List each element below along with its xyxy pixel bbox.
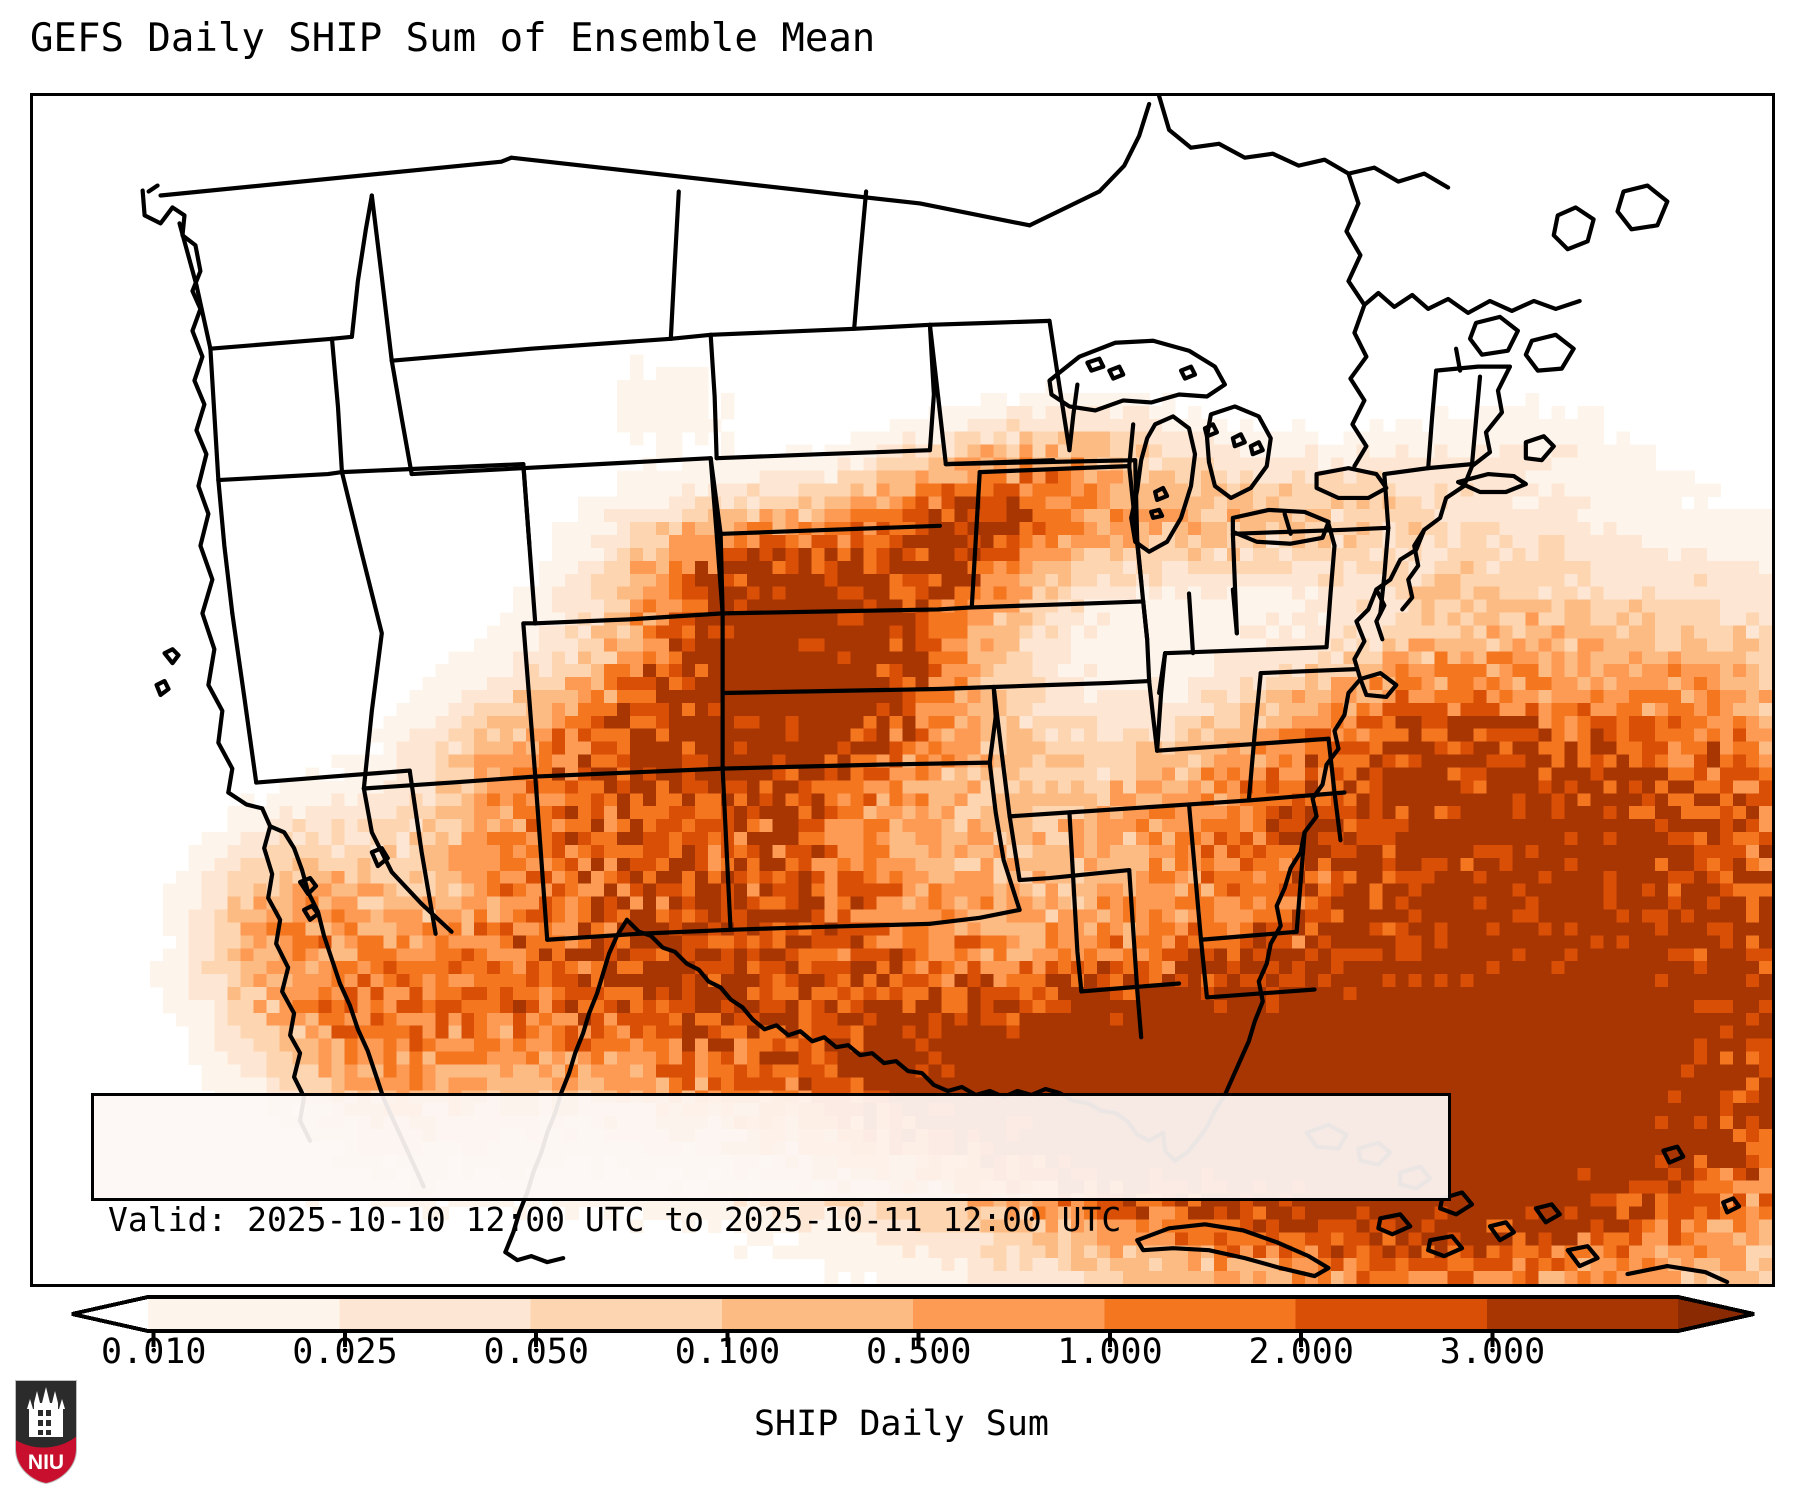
colorbar-tick-2: 0.050 [483,1332,589,1372]
colorbar-axis-label: SHIP Daily Sum [753,1404,1049,1444]
niu-shield-logo: NIU [15,1380,77,1485]
colorbar-tick-6: 2.000 [1248,1332,1354,1372]
colorbar-tick-4: 0.500 [866,1332,972,1372]
colorbar-tick-3: 0.100 [674,1332,781,1372]
niu-logo-text: NIU [28,1451,64,1474]
conus-map-frame: Valid: 2025-10-10 12:00 UTC to 2025-10-1… [30,93,1775,1287]
valid-time-text: Valid: 2025-10-10 12:00 UTC to 2025-10-1… [108,1200,1122,1239]
colorbar-section: 0.010 0.025 0.050 0.100 0.500 1.000 2.000 3.000… [0,1287,1803,1500]
colorbar-tick-7: 3.000 [1439,1332,1546,1372]
forecast-info-box: Valid: 2025-10-10 12:00 UTC to 2025-10-1… [91,1093,1451,1239]
colorbar [71,1295,1755,1347]
colorbar-tick-5: 1.000 [1057,1332,1163,1372]
colorbar-tick-0: 0.010 [101,1332,207,1372]
map-inner: Valid: 2025-10-10 12:00 UTC to 2025-10-1… [33,96,1772,1284]
colorbar-tick-1: 0.025 [292,1332,398,1372]
page-title: GEFS Daily SHIP Sum of Ensemble Mean [30,16,876,61]
